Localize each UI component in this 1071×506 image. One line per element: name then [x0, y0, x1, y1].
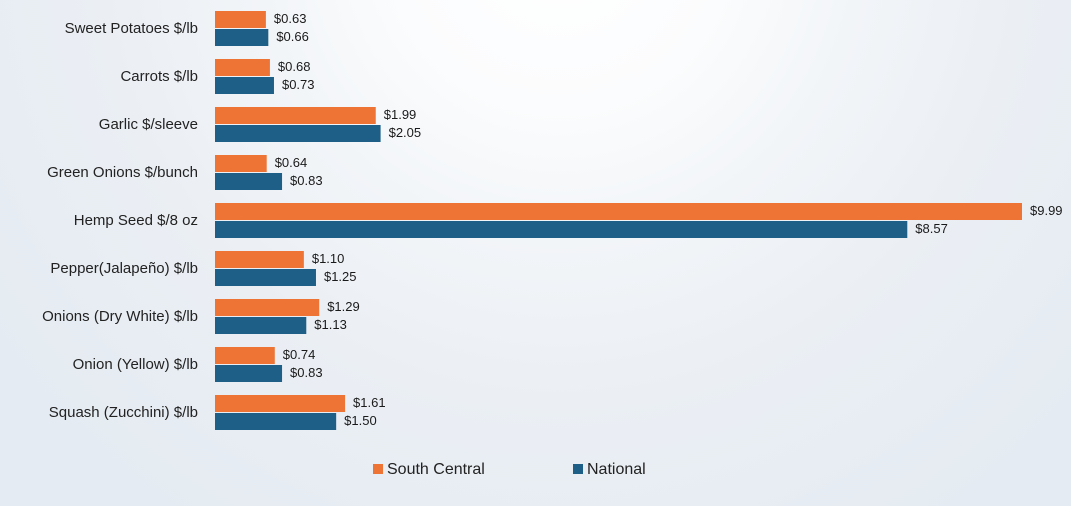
data-label: $0.63: [274, 11, 307, 26]
bar-south-central: [215, 155, 267, 172]
data-label: $1.50: [344, 413, 377, 428]
data-label: $0.83: [290, 365, 323, 380]
legend-swatch: [573, 464, 583, 474]
category-label: Hemp Seed $/8 oz: [74, 212, 198, 229]
data-label: $0.64: [275, 155, 308, 170]
category-label: Squash (Zucchini) $/lb: [49, 404, 198, 421]
bar-national: [215, 269, 316, 286]
data-label: $0.66: [276, 29, 309, 44]
data-label: $0.68: [278, 59, 311, 74]
legend: South Central National: [373, 461, 646, 478]
bar-south-central: [215, 395, 346, 412]
data-label: $1.25: [324, 269, 357, 284]
category-label: Onion (Yellow) $/lb: [73, 356, 198, 373]
bar-south-central: [215, 299, 320, 316]
bar-national: [215, 125, 381, 142]
bar-national: [215, 413, 337, 430]
category-label: Onions (Dry White) $/lb: [42, 308, 198, 325]
legend-label: National: [587, 461, 646, 478]
bar-south-central: [215, 59, 270, 76]
category-label: Pepper(Jalapeño) $/lb: [50, 260, 198, 277]
data-label: $1.10: [312, 251, 345, 266]
category-label: Garlic $/sleeve: [99, 116, 198, 133]
bar-national: [215, 77, 274, 94]
bar-national: [215, 317, 307, 334]
data-label: $1.29: [327, 299, 360, 314]
bar-south-central: [215, 347, 275, 364]
bar-national: [215, 365, 283, 382]
data-label: $0.83: [290, 173, 323, 188]
data-label: $8.57: [915, 221, 948, 236]
data-label: $1.13: [314, 317, 347, 332]
bar-south-central: [215, 203, 1022, 220]
data-label: $2.05: [389, 125, 422, 140]
category-label: Sweet Potatoes $/lb: [65, 20, 198, 37]
data-label: $0.74: [283, 347, 316, 362]
data-label: $0.73: [282, 77, 315, 92]
data-label: $1.99: [384, 107, 417, 122]
bar-national: [215, 29, 269, 46]
bar-south-central: [215, 107, 376, 124]
bar-national: [215, 221, 908, 238]
data-label: $9.99: [1030, 203, 1063, 218]
bar-south-central: [215, 11, 266, 28]
category-label: Carrots $/lb: [120, 68, 198, 85]
legend-swatch: [373, 464, 383, 474]
legend-label: South Central: [387, 461, 485, 478]
data-label: $1.61: [353, 395, 386, 410]
category-label: Green Onions $/bunch: [47, 164, 198, 181]
bar-south-central: [215, 251, 304, 268]
bar-national: [215, 173, 283, 190]
